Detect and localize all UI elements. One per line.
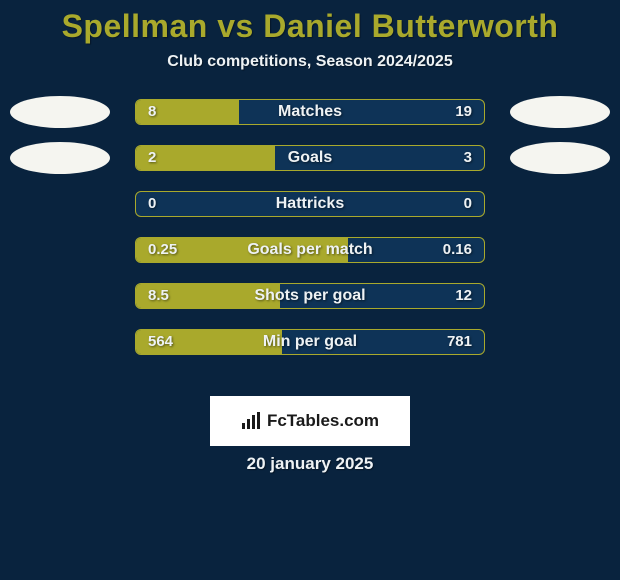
stat-row: Goals23 xyxy=(0,145,620,171)
stat-row: Goals per match0.250.16 xyxy=(0,237,620,263)
attribution-badge: FcTables.com xyxy=(210,396,410,446)
player-flag-left xyxy=(10,142,110,174)
bar-track xyxy=(135,283,485,309)
stat-row: Hattricks00 xyxy=(0,191,620,217)
stat-row: Min per goal564781 xyxy=(0,329,620,355)
bar-track xyxy=(135,329,485,355)
bar-segment-left xyxy=(136,330,282,354)
player-flag-right xyxy=(510,96,610,128)
bar-track xyxy=(135,99,485,125)
chart-area: Matches819 Goals23 Hattricks00 Goals per ma… xyxy=(0,99,620,355)
bar-segment-left xyxy=(136,284,280,308)
chart-icon xyxy=(241,412,263,430)
bar-segment-left xyxy=(136,238,348,262)
bar-track xyxy=(135,145,485,171)
player-flag-right xyxy=(510,142,610,174)
comparison-infographic: Spellman vs Daniel Butterworth Club comp… xyxy=(0,0,620,580)
date-label: 20 january 2025 xyxy=(0,454,620,474)
bar-segment-left xyxy=(136,146,275,170)
page-title: Spellman vs Daniel Butterworth xyxy=(0,0,620,45)
subtitle: Club competitions, Season 2024/2025 xyxy=(0,53,620,71)
stat-row: Matches819 xyxy=(0,99,620,125)
bar-track xyxy=(135,237,485,263)
bar-segment-left xyxy=(136,100,239,124)
stat-row: Shots per goal8.512 xyxy=(0,283,620,309)
bar-track xyxy=(135,191,485,217)
player-flag-left xyxy=(10,96,110,128)
attribution-text: FcTables.com xyxy=(267,411,379,431)
